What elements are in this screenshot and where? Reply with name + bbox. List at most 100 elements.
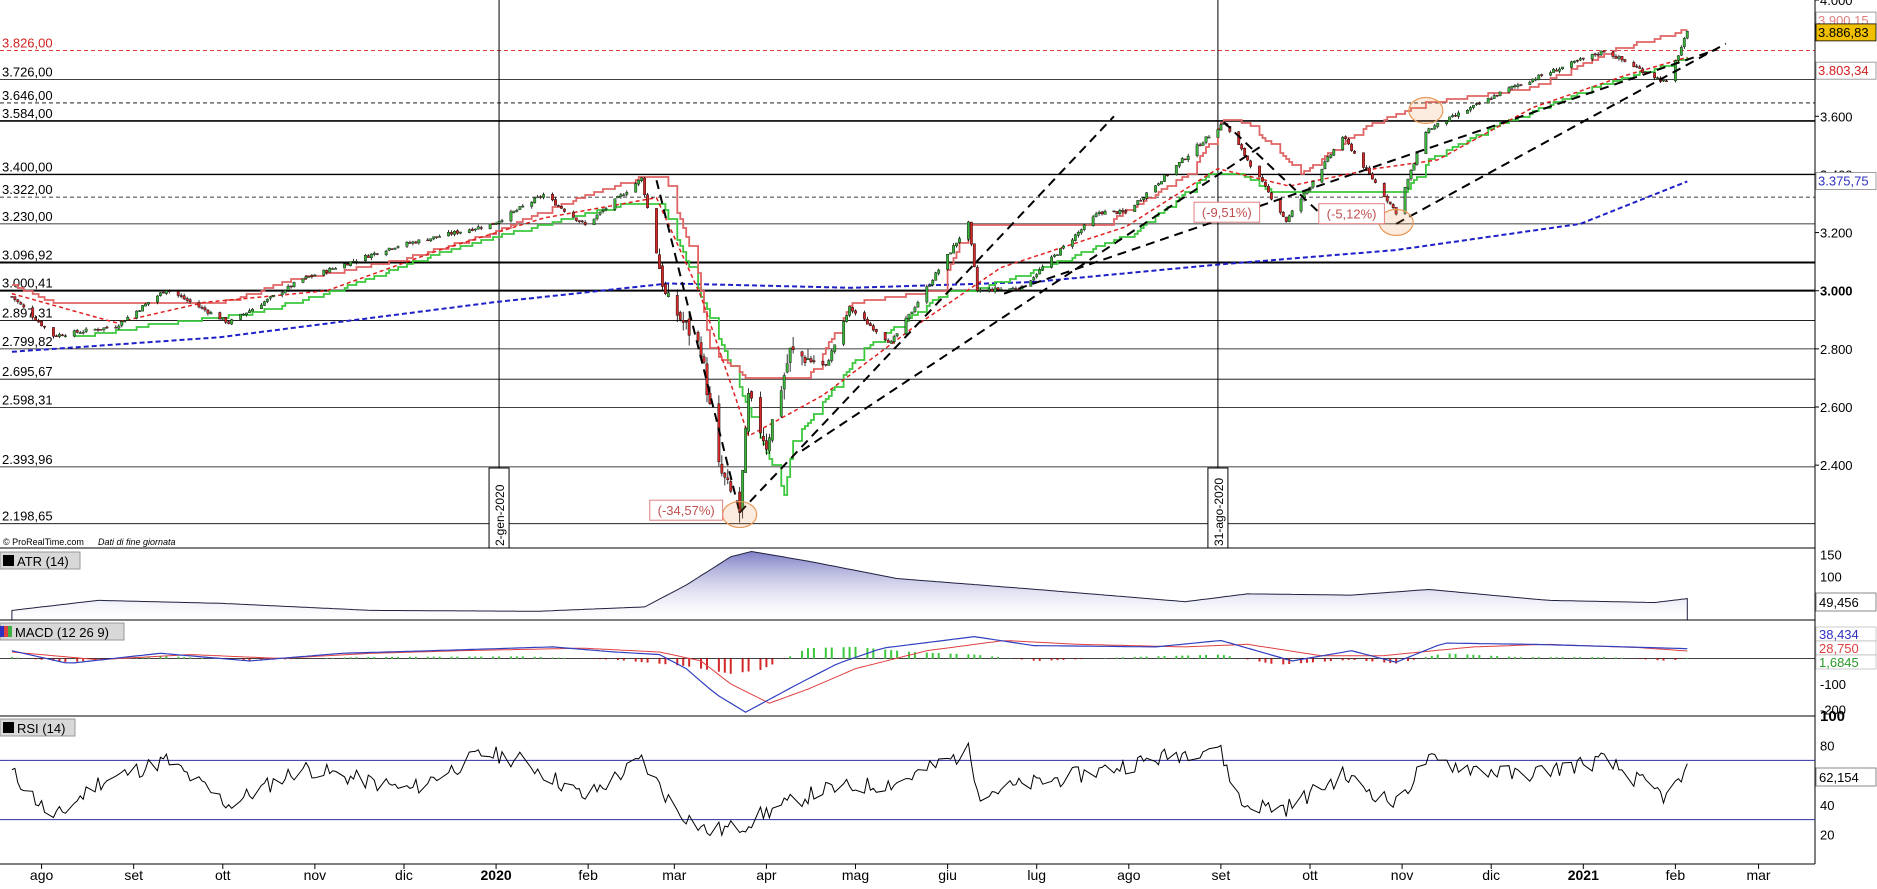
candle-body: [1015, 289, 1017, 290]
macd-histogram-bar: [177, 657, 179, 659]
candle-body: [1487, 98, 1489, 103]
candle-body: [1633, 62, 1635, 67]
candle-body: [1243, 148, 1245, 155]
x-tick-label: giu: [938, 867, 957, 883]
candle-body: [848, 307, 850, 316]
candle-body: [810, 359, 812, 362]
candle-body: [1154, 186, 1156, 192]
candle-body: [168, 291, 170, 292]
level-label: 3.230,00: [2, 209, 53, 224]
candle-body: [1119, 210, 1121, 213]
candle: [1362, 152, 1364, 168]
candle: [1425, 131, 1427, 154]
candle-body: [676, 295, 678, 315]
macd-histogram-bar: [385, 657, 387, 658]
macd-histogram-bar: [1407, 658, 1409, 661]
candle-body: [1618, 57, 1620, 59]
candle: [661, 262, 663, 291]
candle-body: [492, 223, 494, 225]
candle-body: [1493, 96, 1495, 99]
y-tick-label: 2.600: [1820, 400, 1853, 415]
macd-histogram-bar: [1562, 657, 1564, 658]
candle-body: [1196, 145, 1198, 156]
macd-histogram-bar: [1021, 658, 1023, 659]
candle-body: [620, 195, 622, 197]
candle: [1092, 215, 1094, 227]
candle-body: [1532, 79, 1534, 82]
candle-body: [260, 305, 262, 309]
macd-histogram-bar: [932, 653, 934, 659]
x-tick-label: set: [1212, 867, 1231, 883]
candle-body: [127, 317, 129, 320]
candle: [1291, 210, 1293, 218]
candle-body: [94, 329, 96, 330]
candle-body: [228, 322, 230, 324]
candle-body: [1410, 170, 1412, 179]
candle-body: [1368, 168, 1370, 174]
legend-swatch: [3, 555, 14, 566]
candle: [489, 224, 491, 229]
candle: [973, 243, 975, 267]
candle-body: [539, 197, 541, 198]
candle-body: [1680, 47, 1682, 55]
macd-histogram-bar: [1680, 658, 1682, 659]
candle: [1050, 255, 1052, 268]
candle-body: [76, 330, 78, 332]
candle-body: [688, 319, 690, 335]
macd-histogram-bar: [1603, 657, 1605, 658]
candle-body: [355, 261, 357, 262]
candle: [1333, 149, 1335, 156]
y-tick-label: 100: [1820, 569, 1842, 584]
level-label: 3.646,00: [2, 88, 53, 103]
candle-body: [219, 312, 221, 319]
candle-body: [664, 284, 666, 294]
macd-histogram-bar: [950, 654, 952, 659]
candle-body: [750, 391, 752, 398]
candle-body: [210, 312, 212, 313]
macd-histogram-bar: [76, 658, 78, 661]
candle-body: [1137, 200, 1139, 204]
candle-body: [1083, 225, 1085, 230]
macd-histogram-bar: [807, 648, 809, 658]
y-tick-label: 80: [1820, 739, 1834, 754]
value-badge-label: 1,6845: [1819, 655, 1859, 670]
candle-body: [825, 364, 827, 365]
macd-histogram-bar: [706, 658, 708, 669]
candle-body: [290, 286, 292, 287]
candle-body: [510, 212, 512, 221]
macd-histogram-bar: [1478, 655, 1480, 658]
macd-histogram-bar: [1205, 655, 1207, 658]
candle-body: [807, 359, 809, 360]
macd-histogram-bar: [1354, 658, 1356, 660]
level-label: 3.000,41: [2, 276, 53, 291]
candle-body: [1053, 255, 1055, 256]
candle-body: [1104, 211, 1106, 214]
candle-body: [1098, 212, 1100, 213]
candle-body: [1050, 257, 1052, 267]
macd-histogram-bar: [1146, 657, 1148, 659]
macd-histogram-bar: [843, 647, 845, 658]
candle-body: [121, 321, 123, 325]
macd-histogram-bar: [605, 658, 607, 659]
candle-body: [239, 314, 241, 319]
macd-histogram-bar: [1645, 658, 1647, 659]
macd-histogram-bar: [849, 647, 851, 658]
candle: [1282, 211, 1284, 217]
macd-histogram-bar: [290, 658, 292, 659]
candle-body: [329, 268, 331, 272]
candle-body: [1347, 139, 1349, 144]
candle-body: [658, 255, 660, 269]
y-tick-label: 3.600: [1820, 109, 1853, 124]
candle-body: [52, 327, 54, 336]
macd-histogram-bar: [1449, 654, 1451, 659]
candle-body: [144, 304, 146, 306]
candle-body: [703, 357, 705, 363]
macd-histogram-bar: [1663, 658, 1665, 660]
candle-body: [988, 289, 990, 291]
candle: [1175, 165, 1177, 176]
candle-body: [1157, 184, 1159, 185]
candle: [1350, 143, 1352, 152]
candle-body: [1327, 157, 1329, 161]
candle-body: [1160, 181, 1162, 184]
macd-histogram-bar: [718, 658, 720, 671]
